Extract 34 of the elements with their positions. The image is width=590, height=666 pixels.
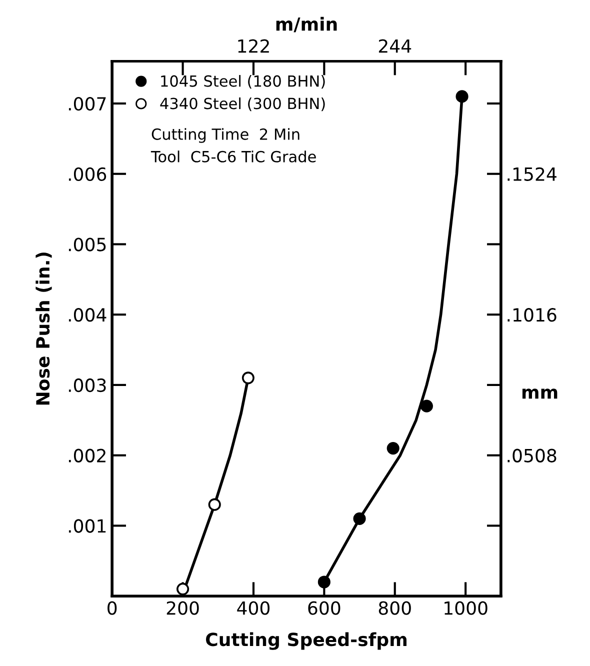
point [242,372,254,384]
x2-tick-label: 244 [378,39,412,53]
x2-tick-label: 122 [238,39,269,53]
x-tick-label: 400 [237,601,270,615]
point [208,498,221,511]
y2-axis-title: mm [522,388,558,399]
y2-tick-label: .1524 [508,167,556,181]
y-tick-label: .002 [68,448,106,462]
x2-axis-title: m/min [276,16,337,32]
x-tick-label: 800 [378,601,411,615]
point [176,582,190,596]
x-tick-label: 0 [108,601,117,615]
x-tick-label: 200 [166,601,199,615]
point [318,576,330,588]
legend-label: 1045 Steel (180 BHN) [161,75,325,89]
y-tick-label: .003 [68,378,106,392]
y-tick-label: .006 [68,167,106,181]
y-tick-label: .001 [68,519,106,533]
x-tick-label: 600 [308,601,340,615]
x-tick-label: 1000 [444,601,488,615]
y-tick-label: .005 [68,238,106,252]
legend-label: 4340 Steel (300 BHN) [160,97,325,112]
x-axis-title: Cutting Speed-sfpm [206,632,406,650]
y2-tick-label: .1016 [508,308,556,322]
annotation: Tool C5-C6 TiC Grade [150,150,316,162]
point [386,442,400,455]
annotation: Cutting Time 2 Min [152,128,300,143]
point [420,400,433,412]
point [456,90,468,103]
y2-tick-label: .0508 [508,448,556,462]
y-axis-title: Nose Push (in.) [36,252,52,405]
point [353,512,366,525]
y-tick-label: .007 [68,96,106,111]
y-tick-label: .004 [68,308,106,322]
